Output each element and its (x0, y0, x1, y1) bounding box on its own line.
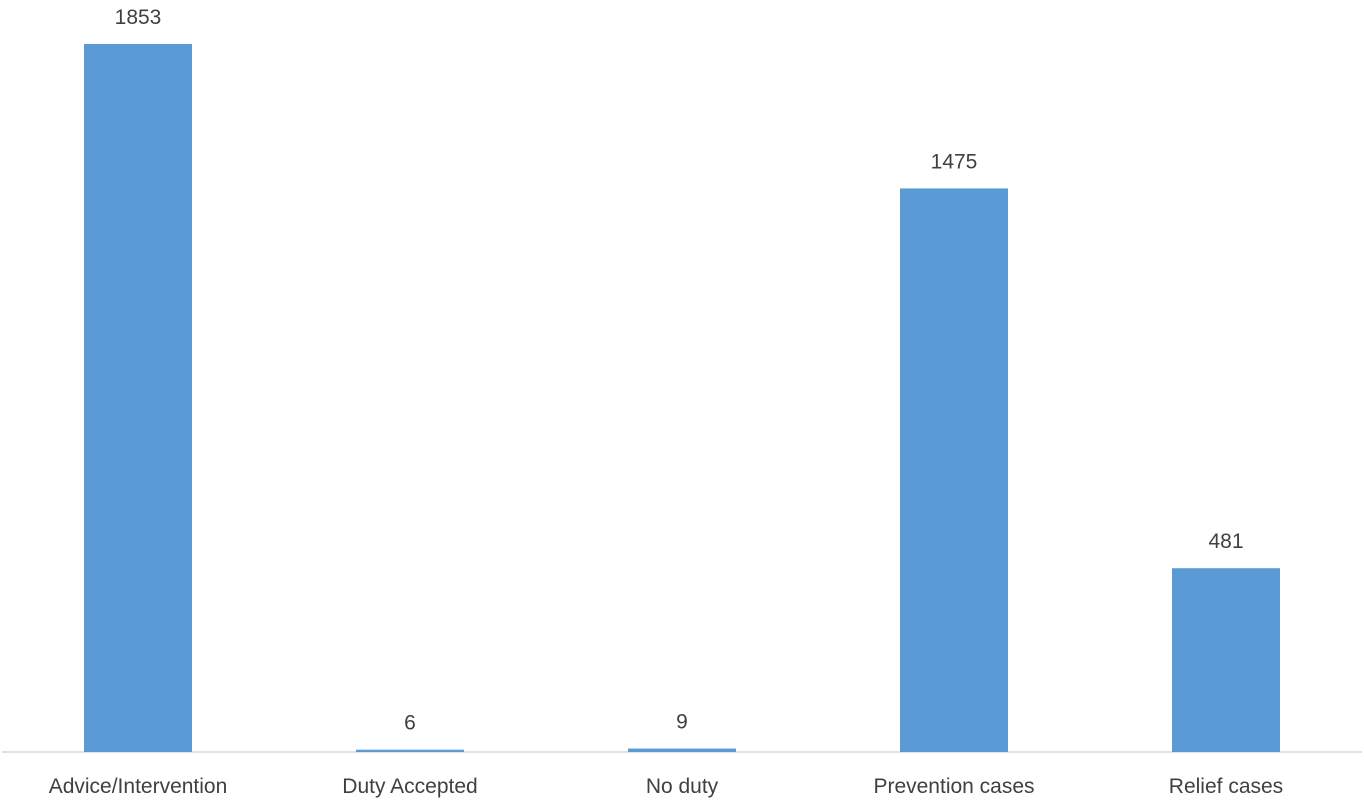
bar-2 (628, 748, 736, 752)
data-label-3: 1475 (931, 150, 978, 173)
category-label-3: Prevention cases (873, 775, 1034, 798)
bar-0 (84, 44, 192, 752)
bar-4 (1172, 568, 1280, 752)
category-labels-group: Advice/Intervention Duty Accepted No duty P… (49, 775, 1284, 798)
category-label-4: Relief cases (1169, 775, 1283, 798)
category-label-2: No duty (646, 775, 719, 798)
bar-3 (900, 188, 1008, 752)
data-labels-group: 1853 6 9 1475 481 (115, 6, 1244, 735)
data-label-1: 6 (404, 712, 416, 735)
bar-1 (356, 749, 464, 752)
data-label-2: 9 (676, 711, 688, 734)
data-label-0: 1853 (115, 6, 162, 29)
category-label-0: Advice/Intervention (49, 775, 228, 798)
bars-group (84, 44, 1280, 752)
category-label-1: Duty Accepted (342, 775, 477, 798)
data-label-4: 481 (1208, 530, 1243, 553)
